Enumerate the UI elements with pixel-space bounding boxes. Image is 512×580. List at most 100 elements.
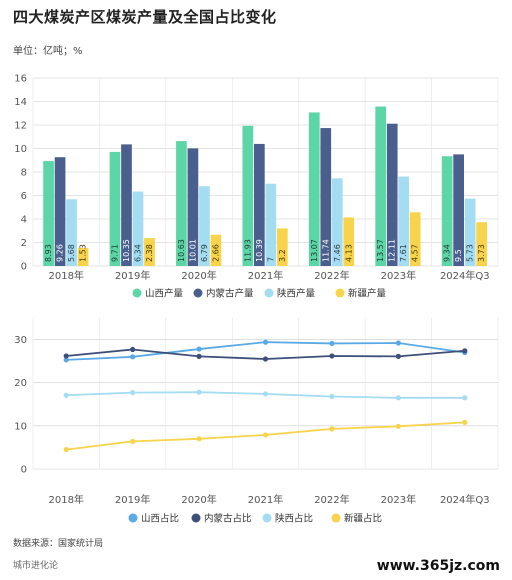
bar-x-tick-label: 2018年: [48, 269, 83, 282]
bar-3: [210, 234, 222, 266]
line-point: [262, 432, 269, 438]
bar-y-tick-label: 4: [21, 215, 27, 226]
bar-data-label: 11.93: [243, 239, 252, 262]
bar-3: [277, 228, 288, 266]
legend-marker: [331, 513, 341, 523]
legend-label: 山西占比: [141, 513, 179, 525]
bar-1: [187, 148, 199, 266]
line-point: [262, 391, 269, 397]
legend-marker: [193, 288, 203, 298]
line-point: [395, 353, 401, 359]
bar-x-tick-label: 2022年: [314, 269, 349, 282]
legend-marker: [264, 288, 274, 298]
line-point: [63, 392, 69, 398]
bar-data-label: 9.71: [110, 244, 119, 262]
bar-2: [331, 178, 343, 266]
bar-0: [375, 106, 387, 267]
bar-2: [265, 183, 277, 266]
bar-1: [320, 128, 332, 266]
line-point: [63, 357, 69, 363]
line-point: [329, 426, 335, 432]
legend-label: 新疆产量: [348, 288, 387, 300]
data-source: 数据来源：国家统计局: [13, 539, 104, 549]
legend-label: 内蒙古产量: [206, 288, 254, 300]
line-x-tick-label: 2018年: [48, 493, 83, 506]
bar-1: [54, 157, 66, 266]
line-x-tick-label: 2019年: [115, 493, 150, 506]
bar-data-label: 9.34: [443, 244, 452, 262]
legend-marker: [128, 513, 138, 523]
bar-2: [464, 198, 476, 266]
bar-data-label: 7: [266, 257, 275, 262]
bar-y-tick-label: 10: [14, 144, 27, 155]
line-point: [130, 438, 136, 444]
bar-data-label: 4.57: [411, 244, 420, 262]
legend-label: 陕西占比: [275, 513, 313, 525]
brand-name: 城市进化论: [13, 561, 59, 571]
bar-data-label: 5.73: [466, 244, 475, 262]
bar-data-label: 7.46: [333, 244, 342, 262]
line-point: [130, 354, 136, 360]
bar-0: [308, 112, 320, 267]
line-point: [196, 346, 202, 352]
bar-1: [121, 144, 132, 266]
bar-data-label: 6.34: [133, 244, 142, 262]
chart-title: 四大煤炭产区煤炭产量及全国占比变化: [13, 8, 277, 26]
bar-3: [144, 238, 155, 266]
line-point: [196, 389, 202, 395]
line-point: [395, 340, 401, 346]
bar-0: [43, 161, 54, 266]
line-y-tick-label: 0: [21, 465, 27, 476]
line-x-tick-label: 2024年Q3: [440, 493, 490, 506]
bar-0: [176, 141, 187, 266]
bar-1: [453, 154, 464, 266]
bar-2: [199, 186, 210, 266]
bar-data-label: 11.74: [321, 239, 330, 262]
bar-data-label: 13.07: [310, 239, 319, 262]
legend-label: 内蒙古占比: [204, 513, 252, 525]
bar-0: [242, 125, 254, 266]
line-point: [262, 339, 269, 345]
bar-0: [441, 156, 453, 266]
bar-data-label: 10.01: [188, 239, 197, 262]
bar-data-label: 10.35: [122, 239, 131, 262]
site-watermark: www.365jz.com: [370, 556, 506, 576]
line-y-tick-label: 10: [14, 421, 27, 432]
line-point: [196, 353, 202, 359]
bar-0: [109, 151, 121, 266]
bar-data-label: 4.13: [344, 244, 353, 262]
line-point: [63, 446, 69, 453]
bar-1: [386, 123, 398, 267]
unit-label: 单位：亿吨；%: [13, 46, 83, 57]
bar-data-label: 13.57: [376, 239, 385, 262]
line-y-tick-label: 30: [14, 335, 27, 346]
line-x-tick-label: 2023年: [381, 493, 416, 506]
bar-3: [476, 222, 487, 266]
legend-marker: [191, 513, 201, 523]
bar-data-label: 7.61: [399, 244, 408, 262]
bar-data-label: 6.79: [200, 244, 209, 262]
bar-data-label: 5.68: [67, 244, 76, 262]
legend-label: 新疆占比: [344, 513, 382, 525]
bar-data-label: 1.53: [79, 244, 88, 262]
bar-3: [409, 212, 421, 266]
line-x-tick-label: 2020年: [181, 493, 216, 506]
bar-3: [343, 217, 355, 266]
line-x-tick-label: 2021年: [248, 493, 283, 506]
line-point: [63, 353, 69, 359]
bar-data-label: 2.66: [211, 244, 220, 262]
bar-2: [66, 199, 77, 266]
legend-marker: [335, 288, 345, 298]
bar-data-label: 10.39: [255, 239, 264, 262]
bar-x-tick-label: 2024年Q3: [440, 269, 490, 282]
bar-y-tick-label: 12: [14, 121, 27, 132]
bar-y-tick-label: 16: [14, 74, 27, 85]
legend-marker: [262, 513, 272, 523]
line-point: [130, 390, 136, 396]
bar-data-label: 12.11: [388, 239, 397, 262]
bar-data-label: 10.63: [177, 239, 186, 262]
line-point: [395, 423, 401, 429]
line-point: [130, 346, 136, 353]
line-point: [462, 395, 468, 401]
bar-data-label: 9.5: [454, 249, 463, 262]
